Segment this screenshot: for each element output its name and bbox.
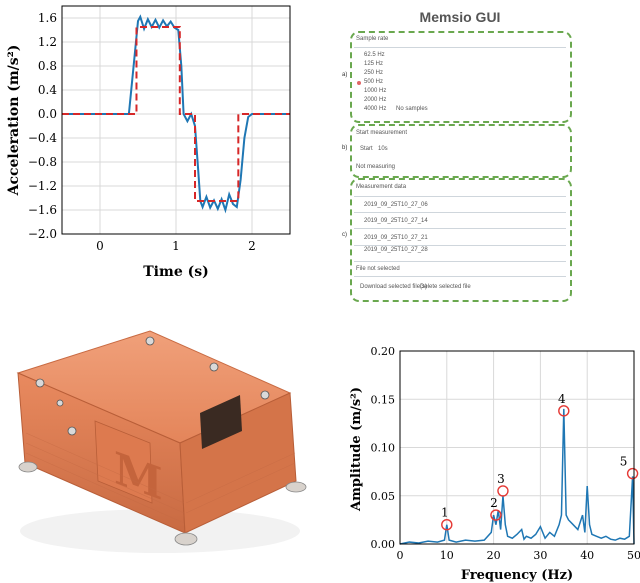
measurement-data-section: Measurement data 2019_09_25T10_27_06 201… [350, 178, 572, 302]
section-c-tag: c) [342, 232, 347, 238]
peak-marker [558, 405, 570, 417]
x-tick-label: 0 [96, 239, 104, 253]
peak-label: 3 [497, 472, 505, 486]
duration-input[interactable]: 10s [378, 146, 388, 152]
series-line [62, 26, 290, 202]
sample-rate-heading: Sample rate [356, 36, 389, 42]
radio-option[interactable]: 1000 Hz [364, 88, 387, 94]
divider [354, 228, 566, 229]
y-tick-label: −2.0 [28, 227, 57, 241]
y-tick-label: −1.6 [28, 203, 57, 217]
y-tick-label: 0.15 [371, 393, 396, 406]
memsio-gui-panel: Memsio GUI Sample rate 62.5 Hz 125 Hz 25… [330, 0, 590, 302]
divider [354, 245, 566, 246]
file-list-item[interactable]: 2019_09_25T10_27_28 [364, 247, 428, 253]
y-tick-label: 0.10 [371, 442, 396, 455]
radio-selected-icon [357, 81, 361, 85]
measurement-data-heading: Measurement data [356, 184, 407, 190]
peak-marker [497, 485, 509, 497]
samples-label: No samples [396, 106, 428, 112]
divider [354, 276, 566, 277]
divider [354, 47, 566, 48]
peak-label: 5 [620, 455, 628, 469]
y-tick-label: 1.6 [38, 11, 57, 25]
peak-marker [441, 518, 453, 531]
y-tick-label: 0.4 [38, 83, 57, 97]
x-tick-label: 40 [580, 549, 594, 562]
y-tick-label: −0.8 [28, 155, 57, 169]
device-shadow [20, 509, 300, 553]
y-tick-label: 0.0 [38, 107, 57, 121]
plot-frame [399, 350, 635, 545]
spectrum-chart: 0 10 20 30 40 50 0.00 0.05 0.10 0.15 0.20 1 2 3 4 5 Fr… [349, 345, 640, 583]
device-magnet-feet [18, 461, 307, 546]
y-axis-label: Acceleration (m/s²) [6, 45, 22, 197]
device-cable-slot [200, 395, 242, 449]
chart-series [62, 14, 290, 214]
file-list-item[interactable]: 2019_09_25T10_27_14 [364, 218, 428, 224]
x-tick-label: 1 [172, 239, 180, 253]
gui-title: Memsio GUI [419, 9, 501, 25]
chart-grid [399, 350, 635, 545]
radio-option[interactable]: 4000 Hz [364, 106, 387, 112]
device-photo: M [16, 330, 307, 553]
x-tick-label: 50 [627, 549, 640, 562]
x-axis-label: Frequency (Hz) [461, 568, 573, 583]
x-tick-label: 0 [397, 549, 404, 562]
peak-annotations: 1 2 3 4 5 [441, 392, 639, 531]
file-status: File not selected [356, 266, 400, 272]
radio-option[interactable]: 2000 Hz [364, 97, 387, 103]
spectrum-line [399, 408, 635, 545]
y-axis-label: Amplitude (m/s²) [349, 387, 364, 512]
start-button[interactable]: Start [360, 146, 373, 152]
y-tick-label: 1.2 [38, 35, 57, 49]
divider [354, 196, 566, 197]
sample-rate-section: Sample rate 62.5 Hz 125 Hz 250 Hz 500 Hz… [350, 31, 572, 123]
peak-label: 1 [441, 506, 449, 520]
device-layer-lines [25, 432, 296, 524]
x-axis-label: Time (s) [143, 264, 208, 280]
radio-option[interactable]: 250 Hz [364, 70, 384, 76]
y-tick-label: 0.05 [371, 490, 396, 503]
measurement-status: Not measuring [356, 164, 396, 170]
peak-label: 4 [558, 392, 566, 406]
y-tick-label: −1.2 [28, 179, 57, 193]
section-b-tag: b) [342, 145, 348, 151]
peak-marker [626, 467, 639, 480]
y-tick-label: 0.8 [38, 59, 57, 73]
y-tick-label: −0.4 [28, 131, 58, 145]
x-tick-label: 2 [248, 239, 256, 253]
y-tick-label: 0.00 [371, 538, 396, 551]
x-tick-label: 20 [487, 549, 501, 562]
x-tick-label: 30 [533, 549, 547, 562]
acceleration-chart: 0 1 2 1.6 1.2 0.8 0.4 0.0 −0.4 −0.8 −1.2 −1.6 −2.0 T… [6, 5, 291, 280]
chart-series [399, 408, 635, 545]
file-list-item[interactable]: 2019_09_25T10_27_06 [364, 202, 428, 208]
peak-marker [490, 509, 502, 521]
start-measurement-heading: Start measurement [356, 130, 408, 136]
delete-button[interactable]: Delete selected file [420, 284, 471, 290]
chart-ticks: 0 10 20 30 40 50 0.00 0.05 0.10 0.15 0.20 [371, 345, 640, 562]
divider [354, 212, 566, 213]
plot-frame [61, 5, 291, 235]
radio-option[interactable]: 125 Hz [364, 61, 384, 67]
measurement-section: Start measurement Start 10s Not measurin… [350, 124, 572, 178]
radio-option[interactable]: 62.5 Hz [364, 52, 385, 58]
chart-grid [62, 6, 290, 235]
x-tick-label: 10 [440, 549, 454, 562]
y-tick-label: 0.20 [371, 345, 396, 358]
radio-option-selected[interactable]: 500 Hz [364, 79, 384, 85]
divider [354, 261, 566, 262]
peak-label: 2 [490, 496, 498, 510]
file-list-item[interactable]: 2019_09_25T10_27_21 [364, 235, 428, 241]
download-button[interactable]: Download selected file(s) [360, 284, 428, 290]
section-a-tag: a) [342, 72, 348, 78]
device-screws [35, 336, 270, 436]
chart-ticks: 0 1 2 1.6 1.2 0.8 0.4 0.0 −0.4 −0.8 −1.2 −1.6 −2.0 [28, 11, 256, 253]
